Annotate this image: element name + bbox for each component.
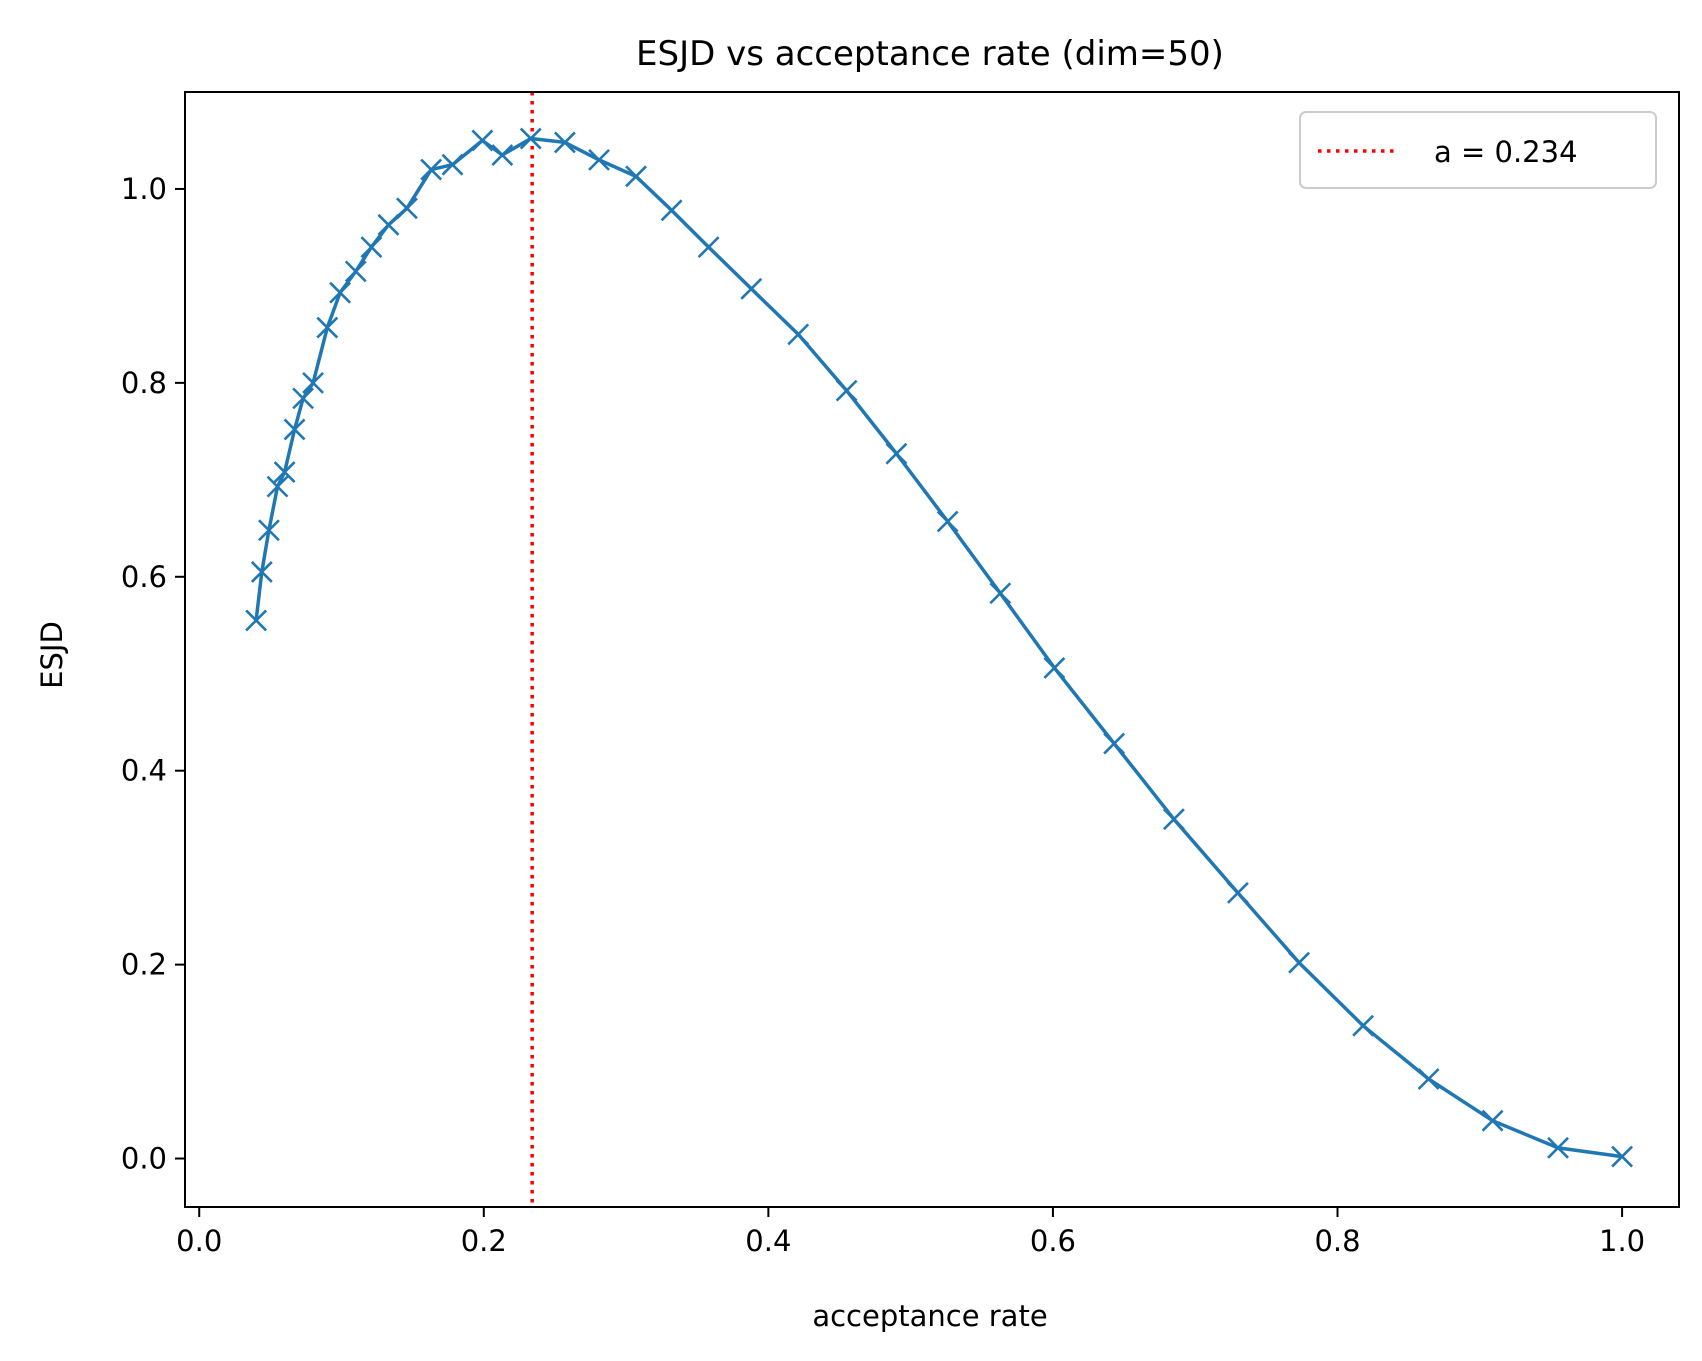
data-point: [1288, 951, 1311, 974]
data-point: [588, 148, 610, 171]
data-point: [1547, 1136, 1569, 1159]
data-point: [273, 461, 296, 483]
y-tick-label: 0.6: [121, 560, 167, 594]
y-tick-label: 0.8: [121, 366, 167, 400]
data-point: [316, 316, 339, 339]
data-point: [491, 144, 514, 166]
y-axis-label: ESJD: [35, 621, 69, 689]
data-point: [660, 199, 683, 222]
x-tick-label: 0.2: [461, 1224, 507, 1258]
data-point: [740, 277, 763, 300]
data-point: [266, 475, 289, 498]
plot-area: [245, 92, 1634, 1207]
data-point: [885, 442, 908, 465]
x-tick-label: 0.6: [1030, 1224, 1076, 1258]
data-point: [283, 418, 306, 441]
axes: 0.0 0.2 0.4 0.6 0.8 1.0 0.0 0.2 0.4 0.6 0.8 1.0: [121, 91, 1680, 1258]
data-point: [1043, 657, 1066, 679]
x-axis-label: acceptance rate: [812, 1299, 1047, 1333]
data-point: [396, 197, 418, 220]
data-point: [441, 153, 464, 176]
data-point: [936, 510, 959, 533]
data-point: [250, 561, 273, 583]
x-tick-label: 0.0: [176, 1224, 222, 1258]
series-line: [254, 136, 1624, 1159]
data-point: [420, 158, 443, 181]
data-point: [1103, 732, 1126, 755]
data-point: [1226, 881, 1249, 904]
data-point: [787, 323, 810, 346]
x-tick-label: 0.4: [745, 1224, 791, 1258]
x-tick-label: 0.8: [1314, 1224, 1360, 1258]
data-point: [1162, 808, 1185, 831]
data-point: [360, 236, 383, 259]
data-point: [302, 371, 324, 394]
legend-label: a = 0.234: [1434, 135, 1578, 169]
data-point: [245, 609, 268, 632]
data-point: [292, 387, 315, 410]
data-point: [471, 129, 494, 152]
data-point: [1352, 1014, 1375, 1037]
legend: a = 0.234: [1299, 111, 1657, 189]
x-tick-label: 1.0: [1599, 1224, 1645, 1258]
data-point: [258, 519, 280, 542]
data-point: [1481, 1109, 1504, 1132]
data-point: [519, 127, 542, 150]
axes-frame: [184, 91, 1680, 1208]
legend-box: [1299, 111, 1657, 189]
data-point: [1417, 1068, 1440, 1090]
chart-title: ESJD vs acceptance rate (dim=50): [636, 34, 1224, 74]
data-point: [989, 582, 1012, 605]
data-point: [553, 131, 576, 154]
data-point: [344, 260, 367, 283]
data-point: [377, 213, 400, 236]
data-point: [697, 236, 720, 259]
y-tick-label: 0.2: [121, 948, 167, 982]
y-tick-label: 0.4: [121, 754, 167, 788]
y-tick-label: 0.0: [121, 1142, 167, 1176]
data-point: [625, 165, 647, 188]
data-point: [329, 281, 352, 304]
y-tick-label: 1.0: [121, 172, 167, 206]
data-point: [1611, 1145, 1634, 1168]
data-point: [835, 379, 858, 402]
